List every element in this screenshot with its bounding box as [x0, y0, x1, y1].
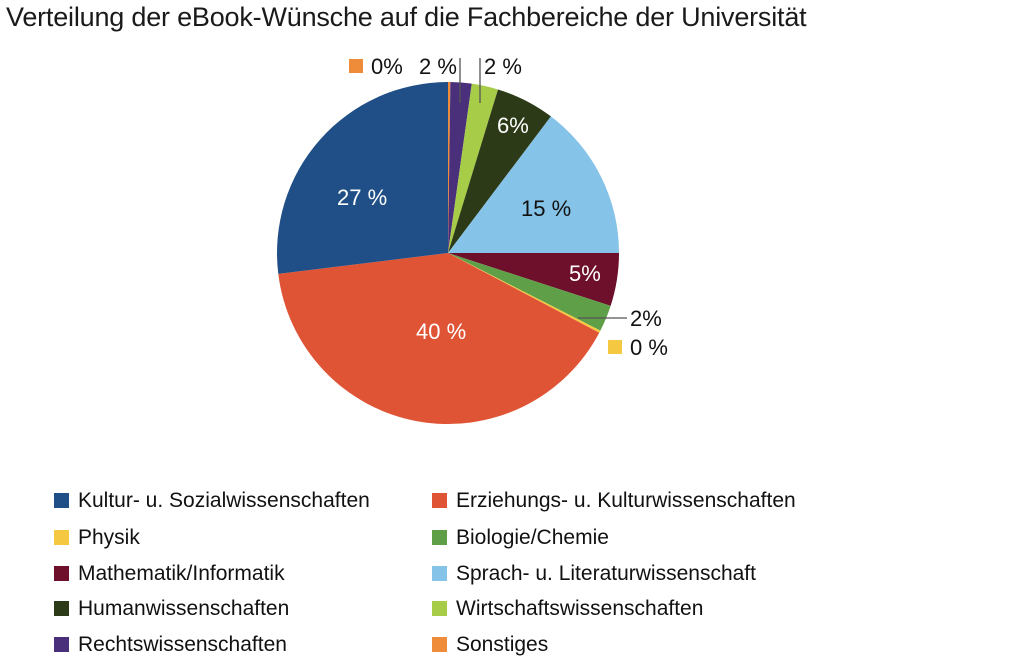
legend-item-biologie: Biologie/Chemie [432, 527, 609, 548]
legend-swatch-icon [54, 493, 69, 508]
physik-swatch-icon [608, 340, 622, 354]
legend-item-sprach: Sprach- u. Literaturwissenschaft [432, 563, 756, 584]
pie-slice-humanwissenschaften [448, 89, 551, 253]
label-kultur: 27 % [337, 185, 388, 210]
legend-item-human: Humanwissenschaften [54, 598, 289, 619]
pie-slice-sonstiges [448, 82, 451, 253]
legend-swatch-icon [432, 493, 447, 508]
pie-slice-biologie-chemie [448, 253, 611, 331]
sonstiges-swatch-icon [349, 59, 363, 73]
label-human: 6% [497, 113, 529, 138]
legend-item-wirtschaft: Wirtschaftswissenschaften [432, 598, 703, 619]
pie-slice-sprach-u-literaturwissenschaft [448, 116, 619, 254]
legend-item-kultur-sozial: Kultur- u. Sozialwissenschaften [54, 490, 370, 511]
legend-item-physik: Physik [54, 527, 140, 548]
pie-slice-mathematik-informatik [448, 253, 619, 306]
legend-swatch-icon [432, 637, 447, 652]
legend-swatch-icon [432, 530, 447, 545]
legend-swatch-icon [54, 530, 69, 545]
chart-title: Verteilung der eBook-Wünsche auf die Fac… [6, 2, 807, 32]
label-rechts: 2 % [419, 54, 457, 79]
label-bio: 2% [630, 306, 662, 331]
legend-swatch-icon [54, 637, 69, 652]
pie-slice-erziehungs-u-kulturwissenschaften [278, 253, 600, 425]
label-erziehung: 40 % [416, 319, 467, 344]
legend-item-rechts: Rechtswissenschaften [54, 634, 287, 655]
label-mathe: 5% [569, 261, 601, 286]
legend-swatch-icon [54, 566, 69, 581]
pie-slice-wirtschaftswissenschaften [448, 83, 498, 254]
legend-swatch-icon [432, 566, 447, 581]
legend-item-sonstiges: Sonstiges [432, 634, 548, 655]
legend-swatch-icon [54, 601, 69, 616]
label-wirtschaft: 2 % [484, 54, 522, 79]
pie-slice-kultur-u-sozialwissenschaften [277, 82, 448, 274]
pie-slice-rechtswissenschaften [448, 82, 472, 254]
pie-slice-physik [448, 253, 601, 333]
legend-item-mathematik: Mathematik/Informatik [54, 563, 285, 584]
label-sprach: 15 % [521, 196, 572, 221]
label-physik: 0 % [608, 337, 668, 359]
legend-item-erziehung: Erziehungs- u. Kulturwissenschaften [432, 490, 796, 511]
label-sonstiges: 0% [349, 56, 403, 78]
legend-swatch-icon [432, 601, 447, 616]
